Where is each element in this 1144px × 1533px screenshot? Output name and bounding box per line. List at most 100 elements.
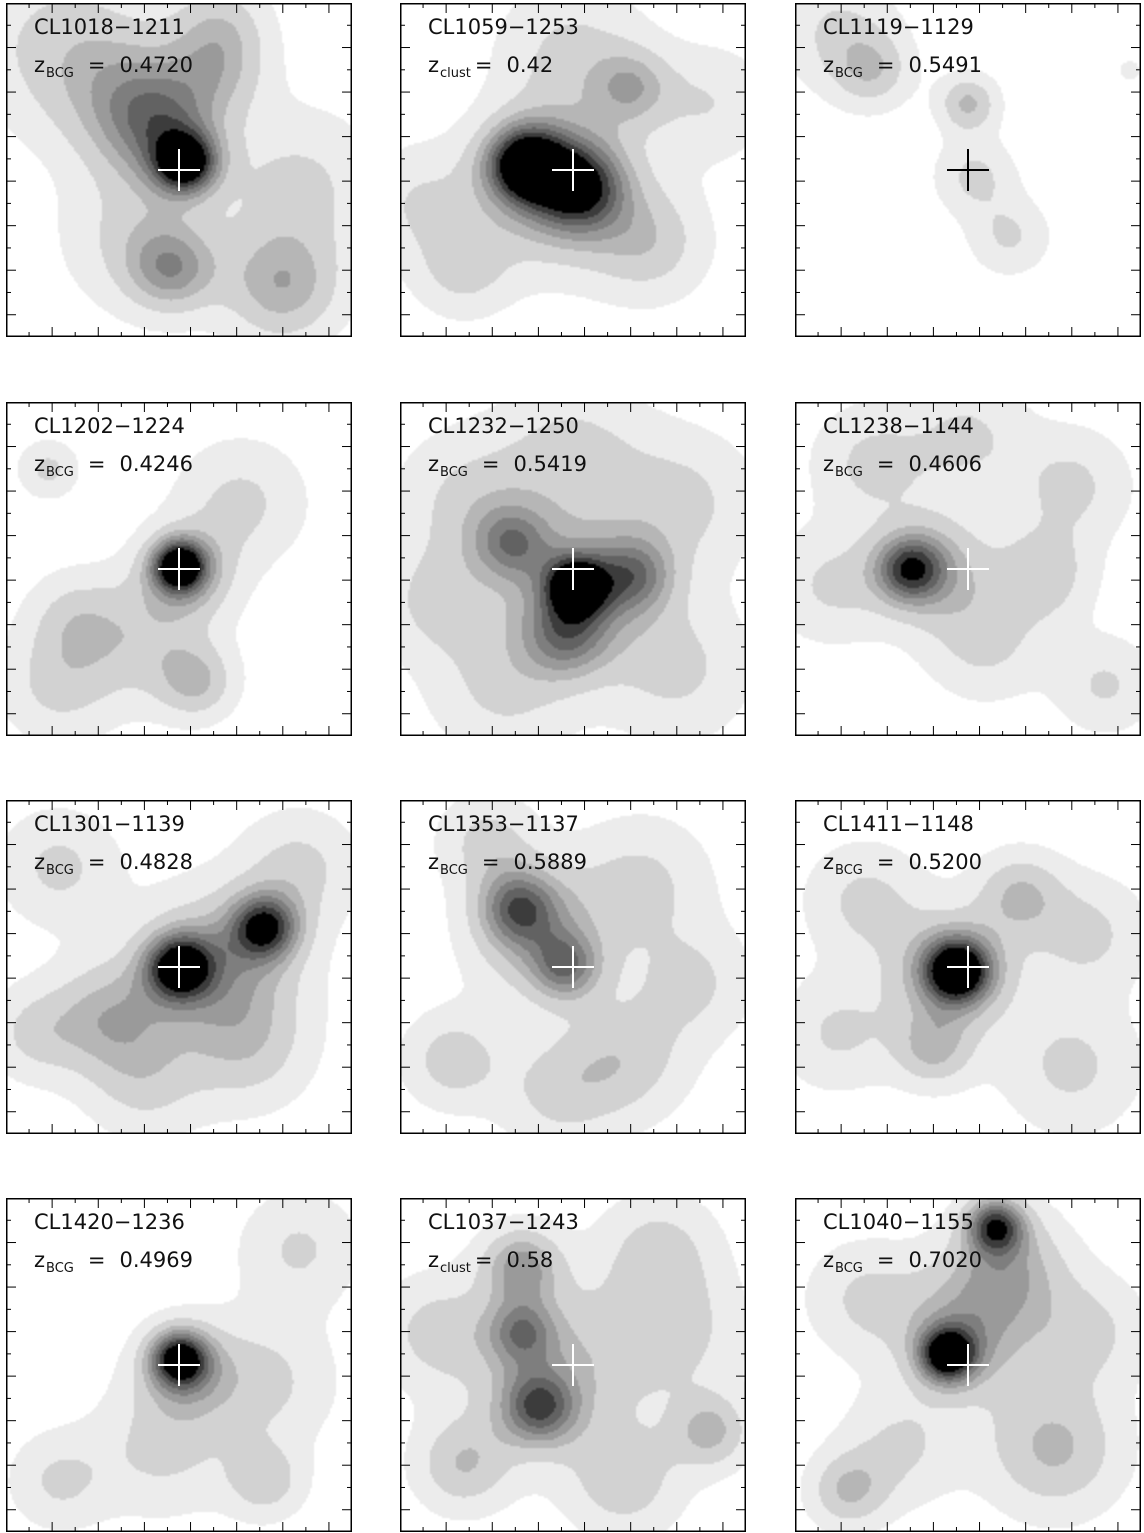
contour-panel: CL1018−1211 zBCG = 0.4720 xyxy=(6,3,352,337)
contour-plot xyxy=(795,402,1141,736)
redshift-value: 0.4969 xyxy=(119,1248,193,1272)
redshift-subscript: BCG xyxy=(46,863,74,878)
contour-plot xyxy=(795,800,1141,1134)
redshift-label: zBCG = 0.7020 xyxy=(823,1248,982,1276)
redshift-value: 0.4606 xyxy=(908,452,982,476)
cluster-name: CL1059−1253 xyxy=(428,15,579,39)
redshift-subscript: BCG xyxy=(835,465,863,480)
equals-sign: = xyxy=(474,53,493,77)
contour-panel: CL1232−1250 zBCG = 0.5419 xyxy=(400,402,746,736)
equals-sign: = xyxy=(87,850,106,874)
plot-frame xyxy=(795,1198,1141,1532)
redshift-label: zBCG = 0.4246 xyxy=(34,452,193,480)
cluster-name: CL1040−1155 xyxy=(823,1210,974,1234)
center-cross-marker xyxy=(947,149,989,191)
cluster-name: CL1232−1250 xyxy=(428,414,579,438)
center-cross-marker xyxy=(552,548,594,590)
equals-sign: = xyxy=(474,1248,493,1272)
redshift-label: zBCG = 0.5419 xyxy=(428,452,587,480)
center-cross-marker xyxy=(158,1344,200,1386)
redshift-label: zBCG = 0.5200 xyxy=(823,850,982,878)
center-cross-marker xyxy=(158,149,200,191)
plot-frame xyxy=(400,3,746,337)
redshift-subscript: BCG xyxy=(835,1261,863,1276)
center-cross-marker xyxy=(552,1344,594,1386)
contour-panel: CL1119−1129 zBCG = 0.5491 xyxy=(795,3,1141,337)
contour-plot xyxy=(400,800,746,1134)
redshift-symbol: z xyxy=(34,850,46,874)
redshift-subscript: BCG xyxy=(835,66,863,81)
equals-sign: = xyxy=(481,850,500,874)
axis-ticks xyxy=(795,3,1141,337)
redshift-subscript: BCG xyxy=(835,863,863,878)
center-cross-marker xyxy=(947,1344,989,1386)
redshift-symbol: z xyxy=(823,1248,835,1272)
equals-sign: = xyxy=(481,452,500,476)
redshift-value: 0.5491 xyxy=(908,53,982,77)
equals-sign: = xyxy=(876,1248,895,1272)
equals-sign: = xyxy=(87,452,106,476)
redshift-label: zBCG = 0.4606 xyxy=(823,452,982,480)
plot-frame xyxy=(400,402,746,736)
center-cross-marker xyxy=(552,946,594,988)
redshift-value: 0.5200 xyxy=(908,850,982,874)
contour-plot xyxy=(400,402,746,736)
redshift-symbol: z xyxy=(34,53,46,77)
redshift-value: 0.4246 xyxy=(119,452,193,476)
redshift-label: zBCG = 0.4828 xyxy=(34,850,193,878)
cluster-name: CL1301−1139 xyxy=(34,812,185,836)
plot-frame xyxy=(795,800,1141,1134)
redshift-subscript: BCG xyxy=(46,465,74,480)
center-cross-marker xyxy=(947,548,989,590)
cluster-name: CL1018−1211 xyxy=(34,15,185,39)
redshift-symbol: z xyxy=(34,1248,46,1272)
plot-frame xyxy=(6,800,352,1134)
contour-plot xyxy=(795,3,1141,337)
contour-panel: CL1238−1144 zBCG = 0.4606 xyxy=(795,402,1141,736)
equals-sign: = xyxy=(876,452,895,476)
contour-plot xyxy=(6,3,352,337)
plot-frame xyxy=(6,1198,352,1532)
equals-sign: = xyxy=(87,1248,106,1272)
redshift-label: zBCG = 0.5491 xyxy=(823,53,982,81)
axis-ticks xyxy=(400,402,746,736)
redshift-value: 0.58 xyxy=(506,1248,554,1272)
contour-plot xyxy=(6,800,352,1134)
plot-frame xyxy=(795,402,1141,736)
center-cross-marker xyxy=(158,946,200,988)
redshift-value: 0.42 xyxy=(506,53,554,77)
redshift-subscript: clust xyxy=(440,1261,471,1276)
redshift-symbol: z xyxy=(428,53,440,77)
contour-panel: CL1059−1253 zclust = 0.42 xyxy=(400,3,746,337)
contour-panel: CL1301−1139 zBCG = 0.4828 xyxy=(6,800,352,1134)
plot-frame xyxy=(6,402,352,736)
cluster-name: CL1238−1144 xyxy=(823,414,974,438)
redshift-label: zBCG = 0.4969 xyxy=(34,1248,193,1276)
contour-panel: CL1040−1155 zBCG = 0.7020 xyxy=(795,1198,1141,1532)
redshift-subscript: BCG xyxy=(46,66,74,81)
redshift-value: 0.5889 xyxy=(513,850,587,874)
plot-frame xyxy=(400,800,746,1134)
cluster-name: CL1037−1243 xyxy=(428,1210,579,1234)
contour-plot xyxy=(400,1198,746,1532)
contour-panel: CL1037−1243 zclust = 0.58 xyxy=(400,1198,746,1532)
center-cross-marker xyxy=(158,548,200,590)
contour-panel: CL1420−1236 zBCG = 0.4969 xyxy=(6,1198,352,1532)
redshift-subscript: BCG xyxy=(440,863,468,878)
redshift-symbol: z xyxy=(823,53,835,77)
redshift-subscript: clust xyxy=(440,66,471,81)
redshift-label: zBCG = 0.4720 xyxy=(34,53,193,81)
cluster-name: CL1411−1148 xyxy=(823,812,974,836)
redshift-symbol: z xyxy=(428,1248,440,1272)
redshift-label: zclust = 0.42 xyxy=(428,53,554,81)
contour-panel: CL1202−1224 zBCG = 0.4246 xyxy=(6,402,352,736)
equals-sign: = xyxy=(876,850,895,874)
cluster-name: CL1420−1236 xyxy=(34,1210,185,1234)
redshift-label: zclust = 0.58 xyxy=(428,1248,554,1276)
cluster-name: CL1202−1224 xyxy=(34,414,185,438)
redshift-symbol: z xyxy=(428,850,440,874)
redshift-value: 0.5419 xyxy=(513,452,587,476)
center-cross-marker xyxy=(947,946,989,988)
redshift-symbol: z xyxy=(34,452,46,476)
axis-ticks xyxy=(6,1198,352,1532)
